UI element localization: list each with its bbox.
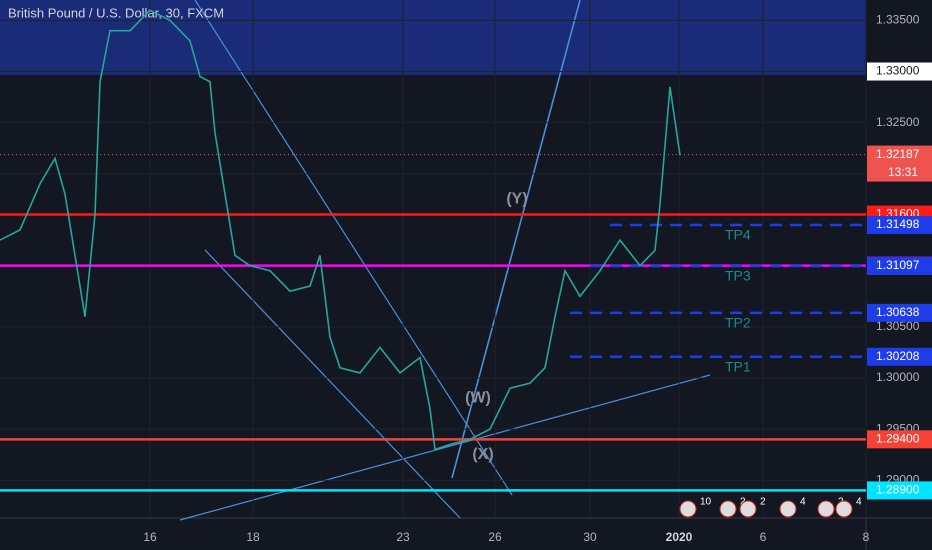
event-icon [719, 500, 737, 518]
price-label: 1.28900 [876, 483, 920, 497]
y-tick-label: 1.30500 [876, 319, 920, 333]
x-tick-label: 8 [863, 530, 870, 544]
wave-label: (Y) [506, 190, 527, 207]
wave-label: (W) [465, 390, 491, 407]
target-label: TP1 [725, 358, 751, 374]
price-label: 1.31498 [876, 217, 920, 231]
x-tick-label: 23 [396, 530, 410, 544]
countdown: 13:31 [888, 165, 918, 179]
event-count: 2 [760, 497, 766, 508]
price-label-box [867, 303, 932, 322]
price-label: 1.30208 [876, 349, 920, 363]
x-tick-label: 18 [246, 530, 260, 544]
chart-title: British Pound / U.S. Dollar, 30, FXCM [8, 5, 224, 20]
target-label: TP4 [725, 227, 751, 243]
event-icon [817, 500, 835, 518]
price-label-box [867, 347, 932, 366]
event-count: 10 [700, 497, 712, 508]
price-label: 1.33000 [876, 64, 920, 78]
price-line [0, 9, 681, 451]
price-label: 1.29400 [876, 432, 920, 446]
target-label: TP2 [725, 315, 751, 331]
plot-area [0, 0, 867, 518]
event-icon [779, 500, 797, 518]
price-label-box [867, 481, 932, 500]
event-icon [679, 500, 697, 518]
x-tick-label: 2020 [666, 530, 693, 544]
event-count: 4 [800, 497, 806, 508]
price-label-box [867, 430, 932, 449]
price-label: 1.30638 [876, 305, 920, 319]
trend-lines [179, 0, 711, 521]
price-label: 1.32187 [876, 147, 920, 161]
price-label: 1.31097 [876, 258, 920, 272]
price-label-box [867, 62, 932, 81]
wave-label: (X) [472, 446, 493, 463]
x-tick-label: 6 [760, 530, 767, 544]
supply-zone [0, 0, 866, 75]
y-tick-label: 1.32500 [876, 115, 920, 129]
x-tick-label: 30 [583, 530, 597, 544]
price-label-box [867, 256, 932, 275]
price-label-box [867, 215, 932, 234]
y-tick-label: 1.30000 [876, 370, 920, 384]
x-tick-label: 26 [488, 530, 502, 544]
event-icon [739, 500, 757, 518]
event-icon [835, 500, 853, 518]
price-label-box [867, 145, 932, 182]
event-count: 4 [856, 497, 862, 508]
target-label: TP3 [725, 267, 751, 283]
y-tick-label: 1.33500 [876, 13, 920, 27]
x-tick-label: 16 [143, 530, 157, 544]
